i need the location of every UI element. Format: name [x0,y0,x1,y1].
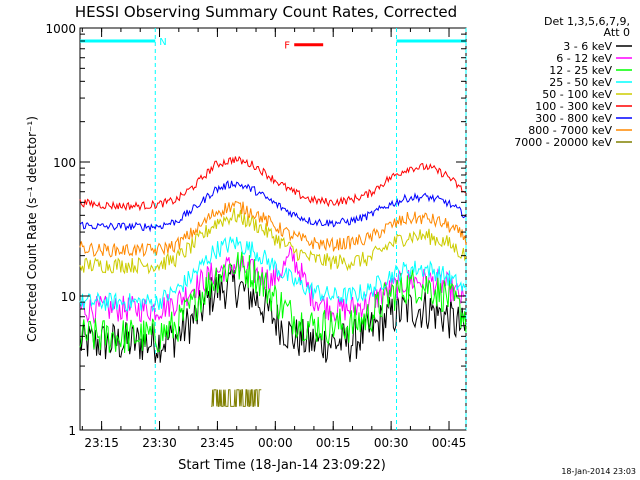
legend-header: Det 1,3,5,6,7,9, [544,15,630,28]
series-line [79,207,467,275]
chart-title: HESSI Observing Summary Count Rates, Cor… [75,3,457,21]
x-tick-label: 23:45 [200,436,235,450]
series-line [79,200,467,258]
x-tick-label: 00:15 [316,436,351,450]
legend-entry-label: 12 - 25 keV [549,64,612,77]
y-tick-label: 1 [68,424,76,438]
x-tick-label: 00:45 [432,436,467,450]
legend-entry-label: 7000 - 20000 keV [514,136,612,149]
series-line [79,155,467,212]
legend-entry-label: 50 - 100 keV [542,88,612,101]
legend-entry-label: 6 - 12 keV [556,52,612,65]
footer-timestamp: 18-Jan-2014 23:03 [561,467,636,476]
legend-entry-label: 300 - 800 keV [535,112,612,125]
flare-label: F [284,41,290,52]
night-label: N [159,37,166,48]
legend-entry-label: 100 - 300 keV [535,100,612,113]
x-tick-label: 23:15 [84,436,119,450]
legend-header: Att 0 [604,26,630,39]
legend-entry-label: 25 - 50 keV [549,76,612,89]
series-line [79,251,467,354]
legend-entry-label: 800 - 7000 keV [528,124,612,137]
y-tick-label: 1000 [45,22,76,36]
series-line [79,236,467,313]
series-line [211,389,262,407]
y-axis: 1 10 100 1000 [45,22,466,438]
y-tick-label: 10 [61,290,76,304]
x-axis-label: Start Time (18-Jan-14 23:09:22) [178,458,386,473]
y-axis-label: Corrected Count Rate (s⁻¹ detector⁻¹) [25,116,39,342]
y-tick-label: 100 [53,156,76,170]
x-tick-label: 00:00 [258,436,293,450]
series-layer [79,155,467,407]
plot-frame [79,27,467,431]
x-tick-label: 00:30 [374,436,409,450]
x-tick-label: 23:30 [142,436,177,450]
series-line [79,180,467,233]
legend-entry-label: 3 - 6 keV [563,40,612,53]
x-axis: 23:15 23:30 23:45 00:00 00:15 00:30 00:45 [81,28,467,450]
